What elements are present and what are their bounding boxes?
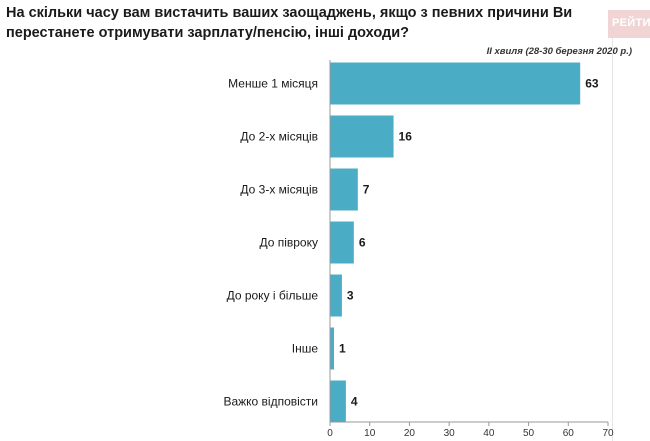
x-tick-label: 10 [364, 428, 376, 439]
category-label: Інше [292, 342, 319, 356]
chart-subtitle: ІІ хвиля (28-30 березня 2020 р.) [486, 46, 632, 57]
category-labels: Менше 1 місяця До 2-х місяців До 3-х місяц… [223, 77, 318, 409]
value-label: 4 [351, 395, 358, 409]
x-tick-label: 70 [602, 428, 614, 439]
value-label: 6 [359, 236, 366, 250]
bar [330, 274, 342, 317]
x-tick-label: 40 [483, 428, 495, 439]
x-tick-label: 60 [563, 428, 575, 439]
x-tick-label: 30 [444, 428, 456, 439]
category-label: Важко відповісти [223, 395, 318, 409]
category-label: До 2-х місяців [240, 130, 318, 144]
x-tick-label: 50 [523, 428, 535, 439]
value-label: 1 [339, 342, 346, 356]
brand-text: РЕЙТИНГ [612, 17, 650, 29]
brand-logo: РЕЙТИНГ [608, 10, 650, 38]
value-label: 3 [347, 289, 354, 303]
x-axis: 0 10 20 30 40 50 60 70 [327, 60, 614, 439]
x-tick-label: 20 [404, 428, 416, 439]
bar [330, 327, 334, 370]
bar [330, 115, 394, 158]
chart-title: На скільки часу вам вистачить ваших заощ… [6, 5, 573, 41]
category-label: Менше 1 місяця [228, 77, 318, 91]
category-label: До півроку [259, 236, 318, 250]
x-tick-label: 0 [327, 428, 333, 439]
value-label: 7 [363, 183, 370, 197]
category-label: До року і більше [227, 289, 319, 303]
bars [330, 62, 581, 423]
category-label: До 3-х місяців [240, 183, 318, 197]
bar [330, 380, 346, 423]
bar [330, 221, 354, 264]
bar [330, 62, 581, 105]
value-label: 16 [399, 130, 413, 144]
value-label: 63 [585, 77, 599, 91]
bar [330, 168, 358, 211]
divider-line [612, 38, 613, 441]
